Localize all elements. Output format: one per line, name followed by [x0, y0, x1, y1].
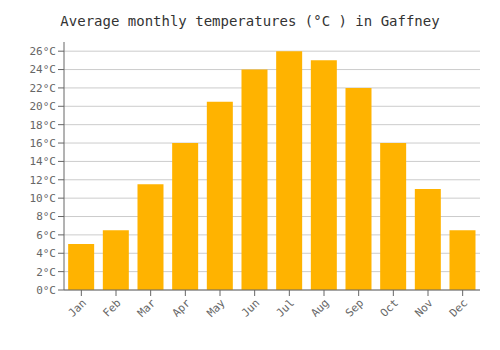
svg-text:4°C: 4°C: [36, 247, 56, 260]
svg-text:Aug: Aug: [308, 296, 331, 319]
svg-text:Jan: Jan: [66, 296, 89, 319]
svg-text:Oct: Oct: [378, 296, 401, 319]
svg-text:26°C: 26°C: [30, 45, 57, 58]
svg-text:Dec: Dec: [447, 296, 470, 319]
svg-text:16°C: 16°C: [30, 137, 57, 150]
svg-text:2°C: 2°C: [36, 266, 56, 279]
svg-text:Mar: Mar: [135, 296, 159, 320]
svg-text:May: May: [204, 296, 228, 320]
html-text:Average monthly temperatures (: Average monthly temperatures (°C ) in Ga…: [60, 13, 440, 29]
svg-text:18°C: 18°C: [30, 119, 57, 132]
svg-text:6°C: 6°C: [36, 229, 56, 242]
svg-text:Jun: Jun: [239, 296, 262, 319]
svg-text:Feb: Feb: [100, 296, 123, 319]
svg-text:8°C: 8°C: [36, 210, 56, 223]
svg-text:10°C: 10°C: [30, 192, 57, 205]
svg-text:24°C: 24°C: [30, 63, 57, 76]
svg-text:22°C: 22°C: [30, 82, 57, 95]
svg-text:0°C: 0°C: [36, 284, 56, 297]
svg-text:Sep: Sep: [343, 296, 366, 319]
svg-text:Apr: Apr: [170, 296, 194, 320]
svg-text:Jul: Jul: [274, 296, 297, 319]
svg-text:Nov: Nov: [412, 296, 436, 320]
svg-text:12°C: 12°C: [30, 174, 57, 187]
svg-text:20°C: 20°C: [30, 100, 57, 113]
svg-text:14°C: 14°C: [30, 155, 57, 168]
